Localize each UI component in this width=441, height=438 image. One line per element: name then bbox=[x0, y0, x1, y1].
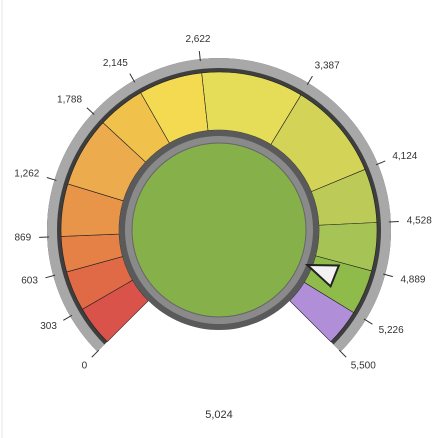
tick-mark bbox=[86, 107, 95, 115]
tick-mark bbox=[338, 349, 347, 358]
tick-label: 1,262 bbox=[14, 169, 39, 180]
tick-mark bbox=[363, 318, 373, 325]
tick-mark bbox=[375, 160, 386, 166]
gauge-frame-rim bbox=[47, 57, 392, 352]
tick-mark bbox=[383, 273, 393, 278]
tick-label: 5,226 bbox=[379, 325, 404, 336]
tick-label: 0 bbox=[82, 360, 88, 371]
tick-label: 4,528 bbox=[407, 216, 432, 227]
tick-mark bbox=[306, 75, 313, 85]
tick-label: 4,889 bbox=[400, 274, 425, 285]
tick-label: 2,145 bbox=[103, 58, 128, 69]
hub bbox=[131, 142, 307, 318]
tick-label: 4,124 bbox=[392, 151, 417, 162]
tick-label: 1,788 bbox=[57, 94, 82, 105]
tick-mark bbox=[63, 314, 73, 321]
tick-mark bbox=[45, 274, 56, 279]
tick-mark bbox=[129, 73, 136, 83]
tick-label: 869 bbox=[14, 232, 31, 243]
tick-label: 303 bbox=[40, 321, 57, 332]
tick-label: 3,387 bbox=[315, 61, 340, 72]
tick-label: 2,622 bbox=[185, 34, 210, 45]
needle bbox=[304, 263, 341, 289]
tick-label: 603 bbox=[21, 276, 38, 287]
tick-mark bbox=[198, 51, 201, 62]
tick-mark bbox=[91, 349, 100, 358]
value-label: 5,024 bbox=[205, 409, 233, 421]
tick-mark bbox=[46, 177, 57, 181]
tick-label: 5,500 bbox=[351, 360, 376, 371]
